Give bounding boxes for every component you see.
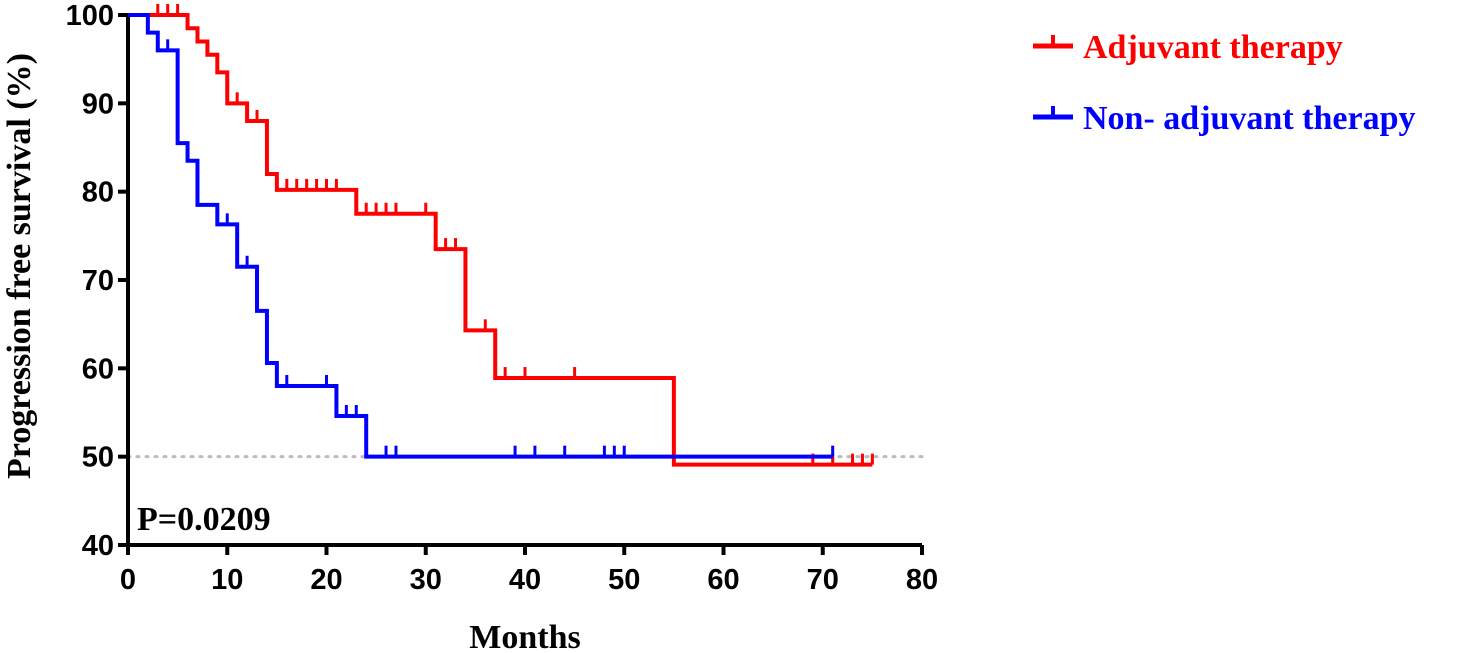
y-tick-label: 100 bbox=[66, 0, 114, 32]
x-tick-label: 10 bbox=[211, 564, 243, 596]
x-tick-label: 80 bbox=[906, 564, 938, 596]
legend-item-adjuvant: Adjuvant therapy bbox=[1033, 29, 1343, 66]
y-tick-label: 80 bbox=[82, 177, 114, 209]
x-tick-label: 30 bbox=[410, 564, 442, 596]
y-axis-title: Progression free survival (%) bbox=[1, 53, 38, 479]
x-axis-title: Months bbox=[469, 619, 580, 653]
y-tick-label: 50 bbox=[82, 442, 114, 474]
survival-curve-1 bbox=[128, 13, 833, 459]
legend-label-non-adjuvant: Non- adjuvant therapy bbox=[1083, 100, 1415, 137]
x-tick-label: 60 bbox=[707, 564, 739, 596]
x-tick-label: 20 bbox=[310, 564, 342, 596]
x-tick-label: 40 bbox=[509, 564, 541, 596]
series-1 bbox=[128, 13, 835, 459]
legend-item-non-adjuvant: Non- adjuvant therapy bbox=[1033, 100, 1415, 137]
tick-labels: 40 50 60 70 80 90 100 0 10 20 30 40 50 60 70 80 bbox=[66, 0, 939, 596]
x-tick-label: 70 bbox=[807, 564, 839, 596]
y-tick-label: 90 bbox=[82, 88, 114, 120]
axes bbox=[118, 13, 924, 555]
legend: Adjuvant therapy Non- adjuvant therapy bbox=[1033, 29, 1415, 137]
x-tick-label: 0 bbox=[120, 564, 136, 596]
y-tick-label: 60 bbox=[82, 353, 114, 385]
series-layer bbox=[128, 4, 874, 467]
survival-curve-0 bbox=[128, 13, 873, 467]
y-tick-label: 70 bbox=[82, 265, 114, 297]
y-tick-label: 40 bbox=[82, 530, 114, 562]
p-value-annotation: P=0.0209 bbox=[137, 501, 271, 538]
series-0 bbox=[128, 4, 874, 467]
legend-label-adjuvant: Adjuvant therapy bbox=[1083, 29, 1343, 66]
x-tick-label: 50 bbox=[608, 564, 640, 596]
